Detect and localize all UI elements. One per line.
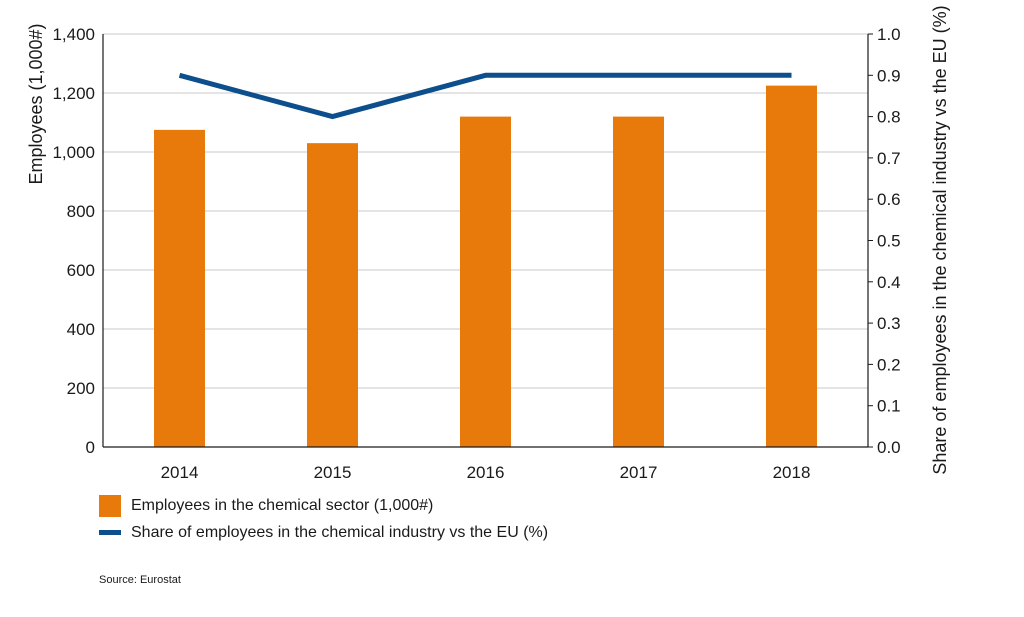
right-tick-label: 0.0 xyxy=(877,438,901,457)
legend-swatch-bar xyxy=(99,494,121,517)
left-tick-label: 600 xyxy=(67,261,95,280)
left-tick-label: 1,400 xyxy=(52,25,95,44)
legend-label-line: Share of employees in the chemical indus… xyxy=(131,524,549,541)
left-axis-ticks: 0 200 400 600 800 1,000 1,200 1,400 xyxy=(52,25,95,457)
x-tick-label: 2016 xyxy=(467,463,505,482)
x-tick-label: 2017 xyxy=(620,463,658,482)
right-tick-label: 0.5 xyxy=(877,232,901,251)
right-tick-label: 0.3 xyxy=(877,314,901,333)
bar-2018 xyxy=(766,85,817,447)
legend-item-bar: Employees in the chemical sector (1,000#… xyxy=(99,492,548,519)
share-line xyxy=(178,72,792,120)
legend: Employees in the chemical sector (1,000#… xyxy=(99,492,548,546)
x-axis-ticks: 2014 2015 2016 2017 2018 xyxy=(161,463,811,482)
right-tick-label: 0.6 xyxy=(877,190,901,209)
bar-2014 xyxy=(154,129,205,447)
left-tick-label: 400 xyxy=(67,320,95,339)
line-series xyxy=(178,72,792,120)
left-tick-label: 200 xyxy=(67,379,95,398)
right-tick-label: 0.9 xyxy=(877,66,901,85)
right-tick-label: 0.7 xyxy=(877,149,901,168)
right-tick-label: 1.0 xyxy=(877,25,901,44)
right-tick-label: 0.4 xyxy=(877,273,901,292)
x-tick-label: 2015 xyxy=(314,463,352,482)
bar-series xyxy=(154,85,817,447)
left-axis-title: Employees (1,000#) xyxy=(26,23,46,184)
bar-2016 xyxy=(460,116,511,447)
x-tick-label: 2018 xyxy=(773,463,811,482)
right-tick-label: 0.2 xyxy=(877,355,901,374)
legend-swatch-line xyxy=(99,530,121,535)
legend-label-bar: Employees in the chemical sector (1,000#… xyxy=(131,497,434,514)
bar-2017 xyxy=(613,116,664,447)
right-axis-ticks: 0.0 0.1 0.2 0.3 0.4 0.5 0.6 0.7 0.8 0.9 1.0 xyxy=(868,25,901,457)
legend-item-line: Share of employees in the chemical indus… xyxy=(99,519,548,546)
left-tick-label: 0 xyxy=(86,438,95,457)
bar-2015 xyxy=(307,143,358,447)
left-tick-label: 1,200 xyxy=(52,84,95,103)
right-tick-label: 0.1 xyxy=(877,397,901,416)
right-tick-label: 0.8 xyxy=(877,108,901,127)
x-tick-label: 2014 xyxy=(161,463,199,482)
left-tick-label: 800 xyxy=(67,202,95,221)
source-note: Source: Eurostat xyxy=(99,574,181,586)
left-tick-label: 1,000 xyxy=(52,143,95,162)
right-axis-title: Share of employees in the chemical indus… xyxy=(930,5,950,474)
